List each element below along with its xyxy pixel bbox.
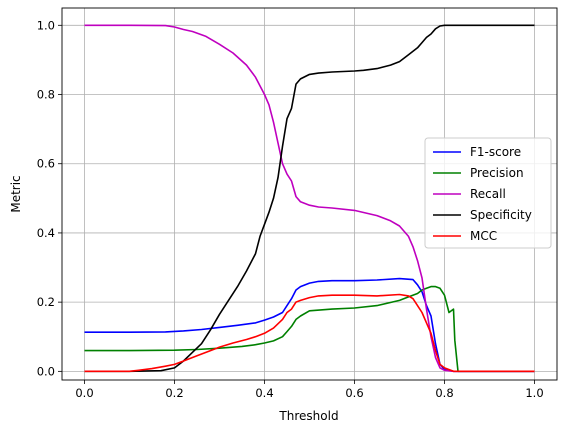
y-axis-label: Metric bbox=[9, 175, 23, 212]
legend-box bbox=[424, 137, 552, 249]
legend: F1-score Precision Recall Specificity MCC bbox=[424, 137, 552, 249]
y-tick-label: 0.0 bbox=[37, 364, 55, 378]
y-tick-label: 0.8 bbox=[37, 88, 55, 102]
legend-label-specificity: Specificity bbox=[470, 208, 532, 222]
series-line-mcc bbox=[84, 293, 535, 373]
y-tick-label: 1.0 bbox=[37, 18, 55, 32]
legend-label-f1-score: F1-score bbox=[470, 145, 521, 159]
x-tick-label: 0.0 bbox=[75, 386, 93, 400]
y-tick-label: 0.6 bbox=[37, 157, 55, 171]
x-tick-label: 1.0 bbox=[525, 386, 543, 400]
x-axis-label: Threshold bbox=[278, 409, 338, 423]
series-line-precision bbox=[84, 285, 535, 373]
legend-label-mcc: MCC bbox=[470, 229, 497, 243]
x-tick-label: 0.8 bbox=[435, 386, 453, 400]
ticks: 0.0 0.2 0.4 0.6 0.8 1.0 0.0 0.2 0.4 0.6 0.8 1.0 bbox=[37, 18, 544, 400]
legend-label-recall: Recall bbox=[470, 187, 506, 201]
y-tick-label: 0.4 bbox=[37, 226, 55, 240]
x-tick-label: 0.4 bbox=[255, 386, 273, 400]
y-tick-label: 0.2 bbox=[37, 295, 55, 309]
series-lines bbox=[84, 24, 535, 373]
x-tick-label: 0.2 bbox=[165, 386, 183, 400]
x-tick-label: 0.6 bbox=[345, 386, 363, 400]
plot-frame bbox=[61, 7, 558, 381]
series-line-recall bbox=[84, 24, 535, 373]
legend-label-precision: Precision bbox=[470, 166, 524, 180]
series-line-specificity bbox=[84, 24, 535, 373]
